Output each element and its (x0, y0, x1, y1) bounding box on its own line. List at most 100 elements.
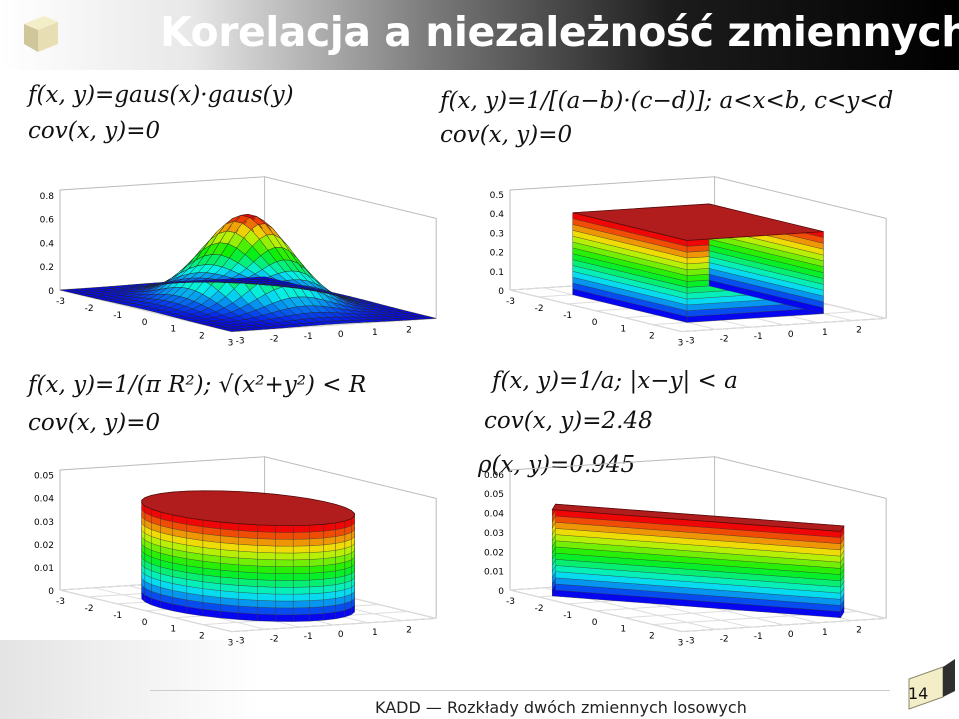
cylinder-wall (309, 585, 324, 594)
cylinder-wall (238, 592, 258, 601)
cylinder-wall (309, 565, 324, 574)
z-tick-label: 0.5 (490, 191, 504, 201)
plot-uniform-disc: 00.010.020.030.040.05-3-3-2-2-1-10011223… (34, 456, 437, 649)
cylinder-wall (293, 573, 310, 581)
x-tick-label: -2 (535, 304, 544, 314)
z-tick-label: 0.4 (40, 239, 55, 249)
cylinder-wall (238, 544, 258, 553)
slide-title: Korelacja a niezależność zmiennych (160, 8, 959, 56)
z-tick-label: 0.04 (34, 495, 54, 505)
cylinder-wall (275, 539, 294, 547)
cylinder-wall (257, 545, 276, 554)
z-tick-label: 0.05 (34, 472, 54, 482)
y-tick-label: 1 (372, 628, 378, 638)
cylinder-wall (257, 579, 276, 588)
formula-cov-2: cov(x, y)=0 (440, 122, 573, 148)
side-wall (509, 176, 715, 290)
x-tick-label: -3 (506, 597, 515, 607)
plot-uniform-band: 0 0.01 0.02 0.03 0.04 0.05 0.06 -3 -3 -2 -2 -1 -1 0 0 1… (484, 456, 887, 649)
cylinder-wall (309, 572, 324, 581)
x-tick-label: -3 (56, 597, 65, 607)
cylinder-wall (293, 531, 310, 540)
page-number: 14 (908, 684, 929, 703)
z-tick-label: 0.2 (490, 249, 504, 259)
z-tick-label: 0 (498, 587, 504, 597)
z-tick-label: 0.8 (40, 192, 55, 202)
y-tick-label: 1 (372, 328, 378, 338)
cylinder-wall (238, 557, 258, 567)
z-tick-label: 0.3 (490, 229, 504, 239)
y-tick-label: 0 (788, 330, 794, 340)
formula-f-4: f(x, y)=1/a; |x−y| < a (492, 368, 738, 394)
cylinder-wall (238, 598, 258, 608)
cylinder-wall (275, 552, 294, 561)
cylinder-wall (275, 566, 294, 574)
x-tick-label: -1 (113, 311, 122, 321)
x-tick-label: 2 (649, 332, 655, 342)
cylinder-wall (309, 578, 324, 588)
cylinder-wall (293, 538, 310, 547)
cylinder-wall (257, 524, 276, 533)
side-wall (59, 176, 265, 290)
z-tick-label: 0.4 (490, 210, 505, 220)
cylinder-wall (238, 585, 258, 594)
x-tick-label: -3 (56, 297, 65, 307)
z-tick-label: 0.05 (484, 490, 504, 500)
plot-gaussian: 00.20.40.60.8-3-3-2-2-1-100112233 (40, 176, 437, 349)
cylinder-wall (309, 606, 324, 615)
cylinder-wall (275, 532, 294, 540)
y-tick-label: -2 (270, 334, 279, 344)
y-tick-label: -2 (720, 334, 729, 344)
footer-rule (150, 690, 890, 691)
z-tick-label: 0 (48, 587, 54, 597)
y-tick-label: -3 (686, 337, 695, 347)
cylinder-wall (257, 606, 276, 615)
formula-f-3: f(x, y)=1/(π R²); √(x²+y²) < R (28, 372, 367, 398)
cylinder-wall (257, 538, 276, 547)
cylinder-wall (309, 544, 324, 553)
x-tick-label: -1 (563, 311, 572, 321)
x-tick-label: 2 (649, 632, 655, 642)
cylinder-wall (257, 586, 276, 595)
cylinder-wall (293, 579, 310, 588)
side-wall (509, 456, 715, 590)
z-tick-label: 0 (48, 287, 54, 297)
title-bar (0, 0, 959, 70)
cylinder-wall (309, 613, 324, 622)
z-tick-label: 0.02 (484, 548, 504, 558)
cube-logo-icon (24, 16, 58, 52)
x-tick-label: 1 (620, 325, 626, 335)
y-tick-label: 1 (822, 628, 828, 638)
y-tick-label: -2 (270, 634, 279, 644)
cylinder-wall (293, 593, 310, 602)
cylinder-wall (275, 607, 294, 615)
x-tick-label: -2 (535, 604, 544, 614)
formula-cov-3: cov(x, y)=0 (28, 410, 161, 436)
x-tick-label: 2 (199, 632, 205, 642)
cylinder-wall (275, 525, 294, 533)
cylinder-wall (238, 612, 258, 622)
cylinder-wall (238, 530, 258, 539)
x-tick-label: 1 (620, 625, 626, 635)
cylinder-wall (309, 530, 324, 540)
cylinder-wall (257, 558, 276, 567)
cylinder-wall (275, 559, 294, 567)
grid-line (509, 589, 682, 633)
cylinder-wall (257, 593, 276, 602)
x-tick-label: -1 (113, 611, 122, 621)
cylinder-wall (238, 537, 258, 546)
z-tick-label: 0.01 (34, 564, 54, 574)
cylinder-wall (238, 571, 258, 580)
cylinder-wall (238, 578, 258, 587)
x-tick-label: -2 (85, 604, 94, 614)
y-tick-label: -1 (304, 332, 313, 342)
cylinder-wall (293, 607, 310, 615)
y-tick-label: -1 (754, 332, 763, 342)
grid-line (231, 617, 437, 633)
x-tick-label: 2 (199, 332, 205, 342)
cylinder-wall (257, 572, 276, 581)
cylinder-wall (238, 564, 258, 574)
x-tick-label: 1 (170, 325, 176, 335)
cylinder-wall (275, 614, 294, 622)
y-tick-label: -1 (304, 632, 313, 642)
